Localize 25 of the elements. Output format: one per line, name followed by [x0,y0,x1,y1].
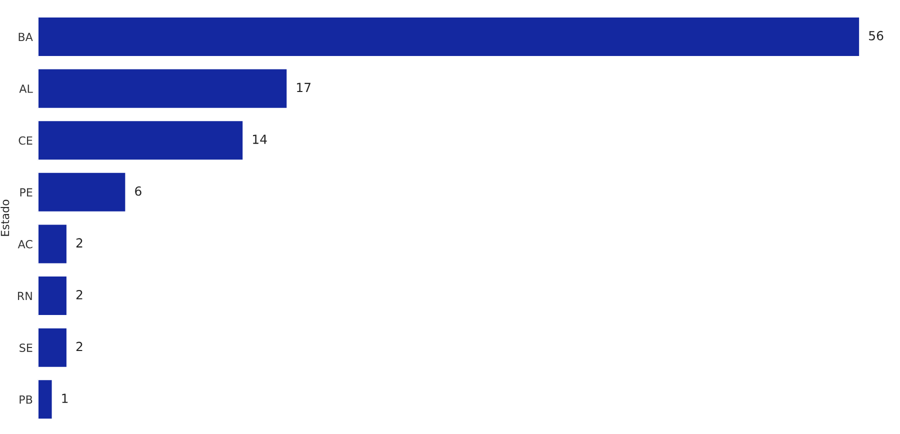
y-tick-label: CE [18,136,32,145]
y-tick-label: BA [18,32,33,41]
bar [38,223,68,265]
y-tick-label: RN [18,292,32,300]
y-tick-label: PE [20,188,32,196]
y-tick-label: SE [20,344,32,352]
bar [38,275,68,316]
bar [38,120,244,162]
bar [38,16,860,58]
data-label: 2 [76,342,82,352]
bar [38,172,127,213]
y-axis-title: Estado [0,200,10,236]
data-label: 14 [253,134,267,144]
bar [38,326,68,368]
data-label: 1 [62,394,68,403]
data-label: 2 [76,290,82,300]
y-tick-label: AC [18,240,32,248]
bar [38,378,54,420]
bar [38,68,288,110]
y-tick-label: AL [19,84,33,93]
data-label: 6 [135,186,142,196]
data-label: 2 [76,238,82,248]
data-label: 56 [869,30,884,40]
data-label: 17 [297,82,310,92]
y-tick-label: PB [20,396,32,404]
